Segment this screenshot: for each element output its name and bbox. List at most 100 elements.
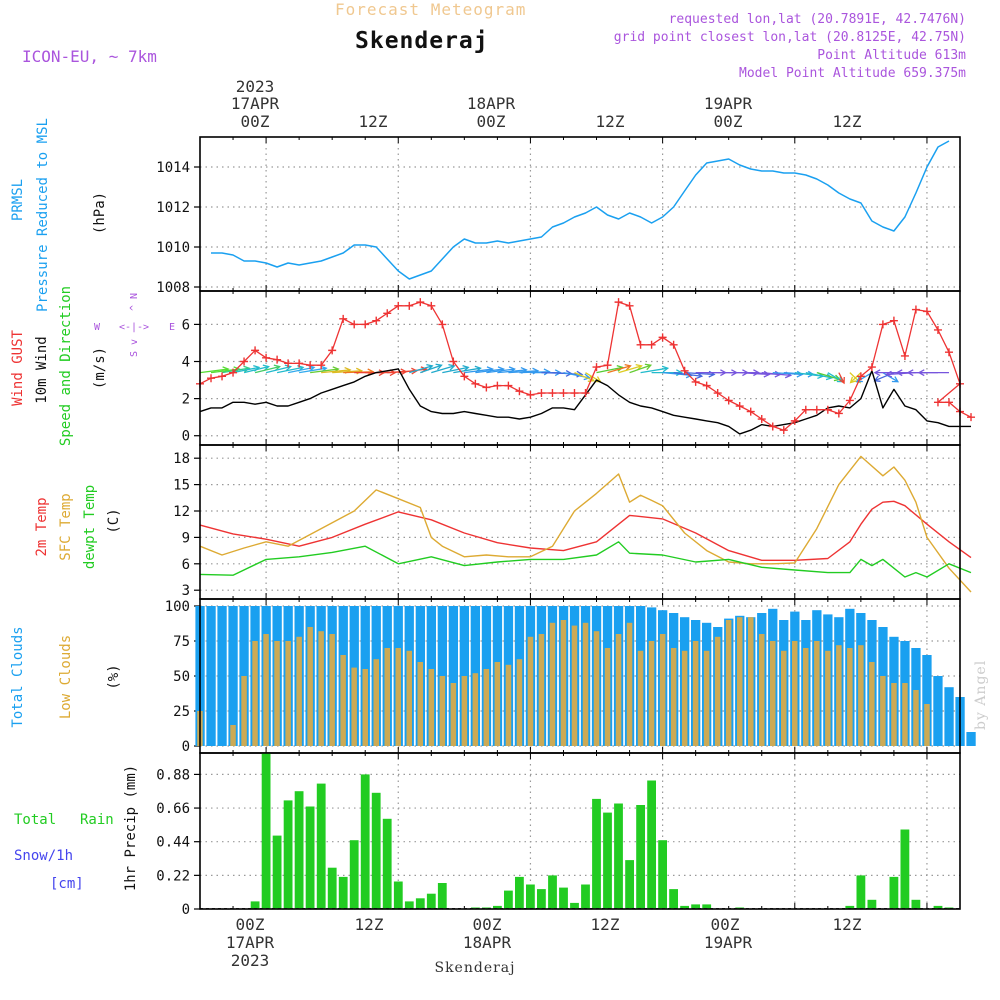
wind-arrow-head (849, 376, 857, 384)
precip-bar (658, 840, 667, 909)
wind-ytick-label: 0 (182, 429, 190, 445)
wind-gust-marker (900, 351, 909, 360)
wind-gust-marker (526, 390, 535, 399)
wind-gust-marker (394, 301, 403, 310)
compass-up: ^ (129, 305, 140, 311)
wind-gust-marker (702, 381, 711, 390)
precip-bar (327, 867, 337, 909)
low-clouds-bar (516, 659, 523, 746)
wind-gust-marker (669, 340, 678, 349)
low-clouds-bar (593, 631, 600, 746)
low-clouds-bar (450, 683, 457, 746)
wind-gust-marker (482, 383, 491, 392)
precip-cm-label: [cm] (50, 876, 84, 892)
wind-gust-marker (967, 413, 976, 422)
wind-arrow-head (895, 369, 903, 377)
wind-10m-label: 10m Wind (34, 336, 50, 403)
wind-gust-marker (405, 301, 414, 310)
wind-gust-marker (306, 361, 315, 370)
total-clouds-bar (228, 606, 238, 746)
wind-arrow-head (644, 363, 653, 371)
temp-sfc-label: SFC Temp (58, 493, 74, 560)
clouds-ytick-label: 25 (173, 704, 190, 720)
wind-gust-marker (449, 357, 458, 366)
precip-bar (614, 803, 623, 909)
top-tick-0: 00Z (241, 112, 270, 131)
low-clouds-bar (814, 641, 820, 746)
wind-ytick-label: 6 (182, 317, 190, 333)
wind-gust-marker (317, 361, 326, 370)
low-clouds-bar (637, 650, 644, 746)
precip-bar (437, 883, 447, 909)
precip-bar (426, 893, 436, 909)
bottom-tick-3: 12Z (591, 915, 620, 934)
wind-arrow-head (624, 363, 632, 371)
wind-arrow (254, 365, 280, 374)
wind-arrow (640, 367, 668, 374)
wind-gust-marker (625, 301, 634, 310)
wind-gust-marker (603, 361, 612, 370)
wind-arrow (607, 365, 631, 374)
precip-total-label: Total (14, 812, 56, 828)
low-clouds-bar (395, 648, 401, 746)
low-clouds-bar (869, 662, 875, 746)
low-clouds-bar (659, 634, 666, 746)
wind-gust-marker (658, 333, 667, 342)
wind-gust-marker (922, 307, 931, 316)
wind-gust-marker (944, 398, 953, 407)
wind-arrow (629, 364, 651, 374)
clouds-panel: 0 25 50 75 100 (165, 599, 976, 755)
low-clouds-bar (560, 620, 567, 746)
precip-bar (856, 875, 866, 909)
temp-line-sfc (199, 455, 972, 593)
wind-arrow-head (448, 363, 456, 371)
low-clouds-bar (792, 641, 798, 746)
wind-gust-marker (438, 320, 447, 329)
wind-arrow-head (825, 373, 834, 381)
precip-ytick-label: 0.22 (156, 868, 190, 884)
wind-arrow-head (616, 364, 624, 372)
top-tick-1: 12Z (359, 112, 388, 131)
wind-gust-marker (240, 357, 249, 366)
low-clouds-bar (781, 650, 787, 746)
precip-unit: 1hr Precip (mm) (123, 765, 139, 891)
pressure-ytick-label: 1014 (156, 160, 190, 176)
low-clouds-bar (692, 641, 699, 746)
low-clouds-bar (626, 622, 633, 746)
top-day-1: 17APR (231, 94, 280, 113)
wind-gust-marker (559, 389, 568, 398)
precip-bar (316, 783, 326, 909)
wind-gust-marker (537, 389, 546, 398)
pressure-unit: (hPa) (92, 192, 108, 234)
wind-gust-marker (856, 372, 865, 381)
low-clouds-bar (241, 676, 247, 746)
wind-arrow-head (796, 370, 804, 378)
wind-arrow-head (855, 376, 863, 383)
bottom-tick-5: 12Z (833, 915, 862, 934)
precip-bar (867, 899, 877, 909)
total-clouds-bar (933, 676, 943, 746)
wind-arrow (332, 370, 362, 374)
precip-bar (669, 889, 678, 909)
wind-arrow (850, 372, 862, 383)
wind-gust-marker (614, 298, 623, 307)
temperature-ytick-label: 12 (173, 504, 190, 520)
pressure-frame (199, 136, 961, 292)
wind-gust-marker (416, 298, 425, 307)
wind-arrow (882, 372, 899, 383)
low-clouds-bar (274, 641, 280, 746)
precip-bar (548, 875, 557, 909)
wind-gust-marker (691, 377, 700, 386)
wind-arrow-head (273, 364, 281, 372)
low-clouds-bar (880, 676, 886, 746)
temperature-ytick-label: 9 (182, 530, 190, 546)
low-clouds-bar (340, 655, 346, 746)
top-day-2: 18APR (467, 94, 516, 113)
precip-bar (625, 860, 634, 909)
clouds-ytick-label: 0 (182, 739, 190, 755)
precip-bar (570, 902, 579, 909)
wind-arrow (442, 366, 469, 374)
low-clouds-bar (428, 669, 435, 746)
wind-gust-marker (933, 325, 942, 334)
